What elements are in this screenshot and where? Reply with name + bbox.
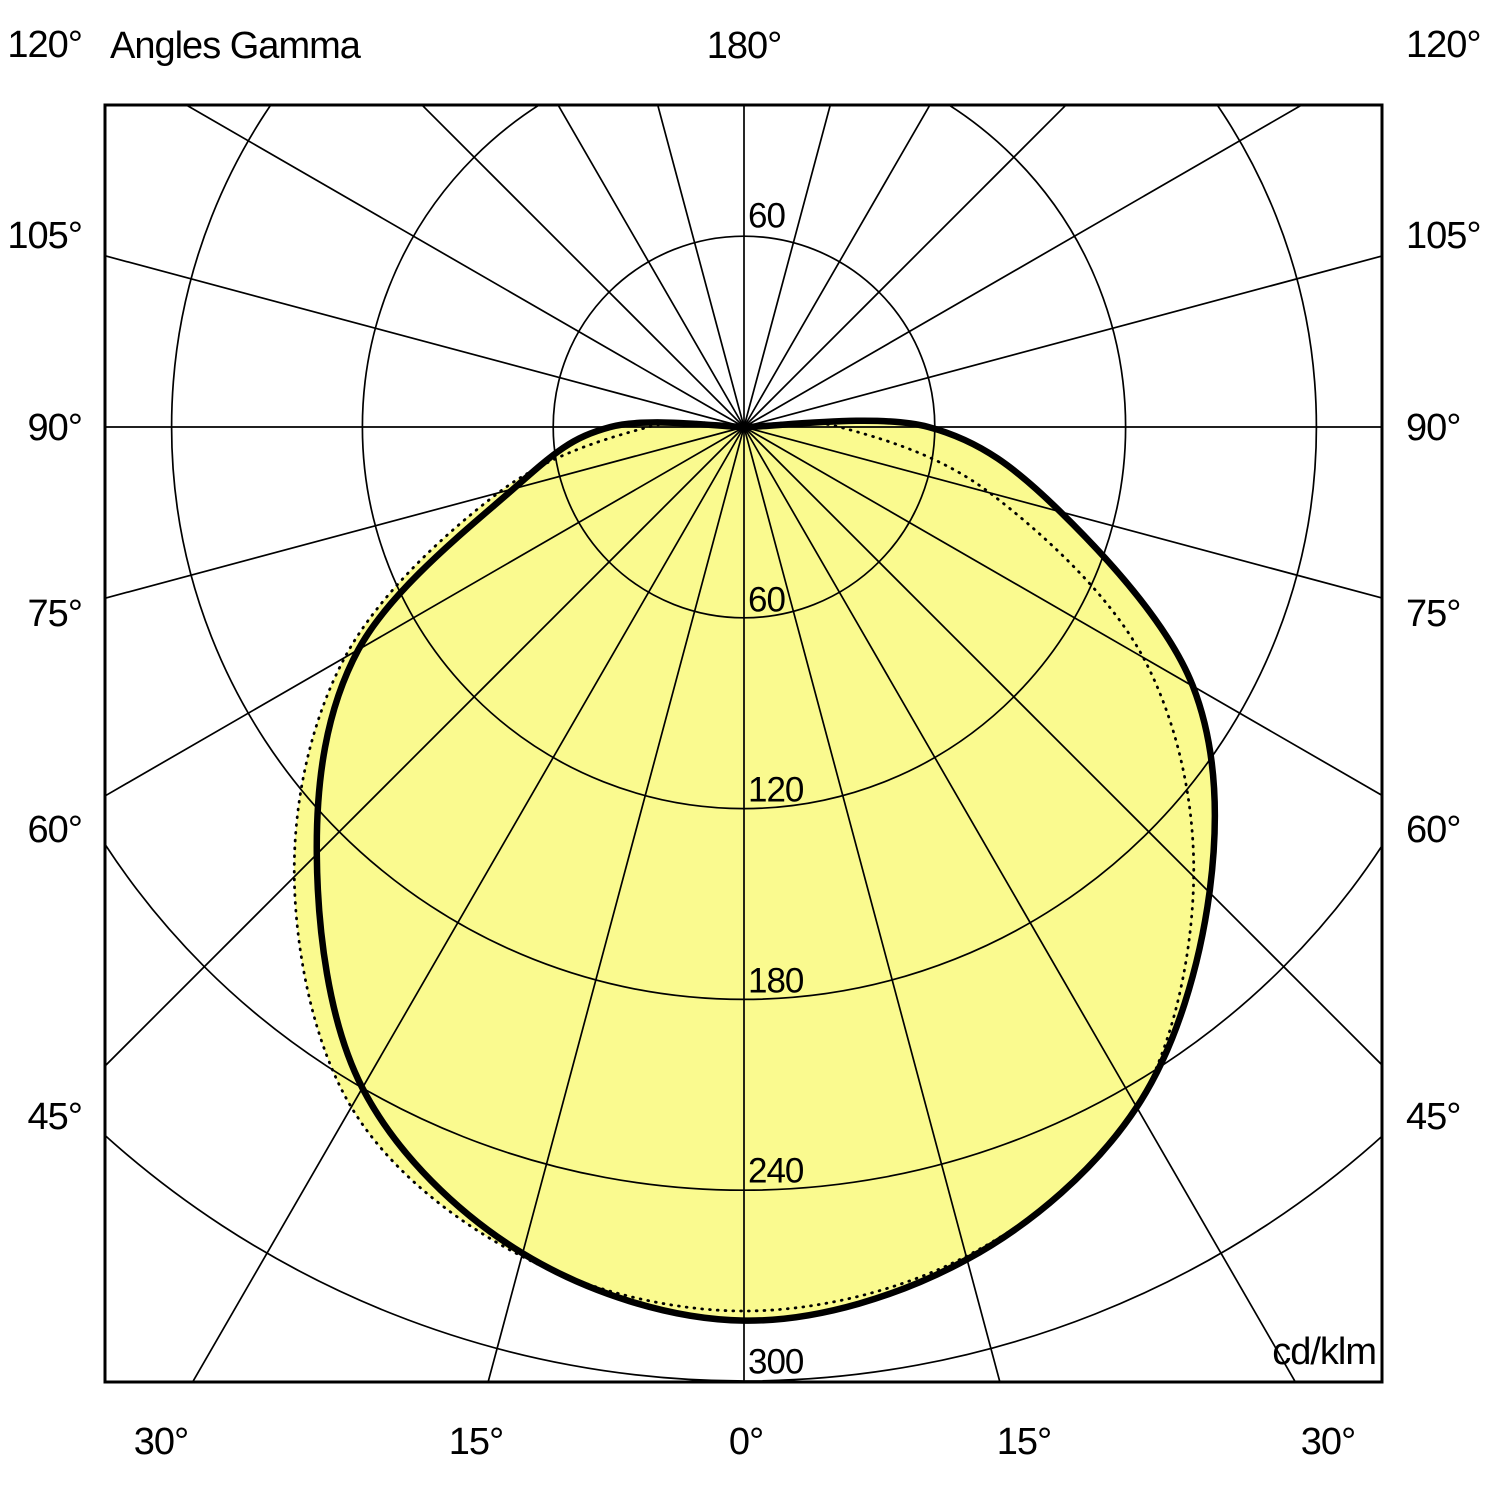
ring-value-label-300-5: 300 [748,1342,804,1382]
curve-layer [292,417,1219,1324]
left-axis-tick-105deg: 105° [7,215,83,257]
left-axis-tick-120deg: 120° [7,24,83,66]
bottom-axis-tick-2: 0° [728,1421,764,1463]
unit-label: cd/klm [1272,1331,1377,1373]
gamma-ray-line [487,426,745,1382]
left-axis-tick-75deg: 75° [27,593,83,635]
bottom-axis-tick-0: 30° [133,1421,189,1463]
solid-curve-fill [316,420,1215,1321]
left-axis-tick-90deg: 90° [27,407,83,449]
gamma-ray-line [105,254,745,428]
gamma-ray-line [656,105,745,428]
plot-frame [103,103,1384,1384]
gamma-ray-line [184,105,745,428]
gamma-ray-line [743,426,1382,599]
gamma-ray-line [743,105,1304,428]
right-axis-tick-60deg: 60° [1406,809,1461,851]
bottom-axis-tick-3: 15° [996,1421,1052,1463]
gamma-ray-line [743,105,832,428]
right-axis-tick-45deg: 45° [1406,1096,1461,1138]
left-axis-tick-45deg: 45° [27,1096,83,1138]
diagram-title: Angles Gamma [110,25,361,67]
left-axis-tick-60deg: 60° [27,809,83,851]
gamma-ray-line [743,426,1001,1382]
right-axis-tick-75deg: 75° [1406,593,1461,635]
ring-value-label-60-0: 60 [748,196,786,236]
ring-value-label-60-1: 60 [748,580,786,620]
ring-value-label-240-4: 240 [748,1151,804,1191]
bottom-axis-tick-4: 30° [1300,1421,1356,1463]
ring-value-label-120-2: 120 [748,770,804,810]
ring-value-label-180-3: 180 [748,961,804,1001]
right-axis-tick-105deg: 105° [1406,215,1482,257]
gamma-ray-line [743,255,1382,428]
right-axis-tick-90deg: 90° [1406,407,1461,449]
gamma-ray-line [420,105,745,428]
gamma-ray-line [557,105,745,428]
gamma-ray-line [105,426,745,600]
right-axis-tick-120deg: 120° [1406,24,1482,66]
gamma-ray-line [743,426,1382,797]
gamma-ray-line [743,426,1382,1067]
gamma-ray-line [105,426,745,1068]
gamma-ray-line [105,426,745,797]
gamma-ray-line [743,426,1297,1382]
solid-plane-curve [313,417,1219,1324]
gamma-ray-line [743,105,931,428]
bottom-axis-tick-1: 15° [448,1421,504,1463]
gamma-ray-line [191,426,745,1382]
gamma-ray-line [743,105,1068,428]
top-axis-label-180: 180° [706,25,783,67]
